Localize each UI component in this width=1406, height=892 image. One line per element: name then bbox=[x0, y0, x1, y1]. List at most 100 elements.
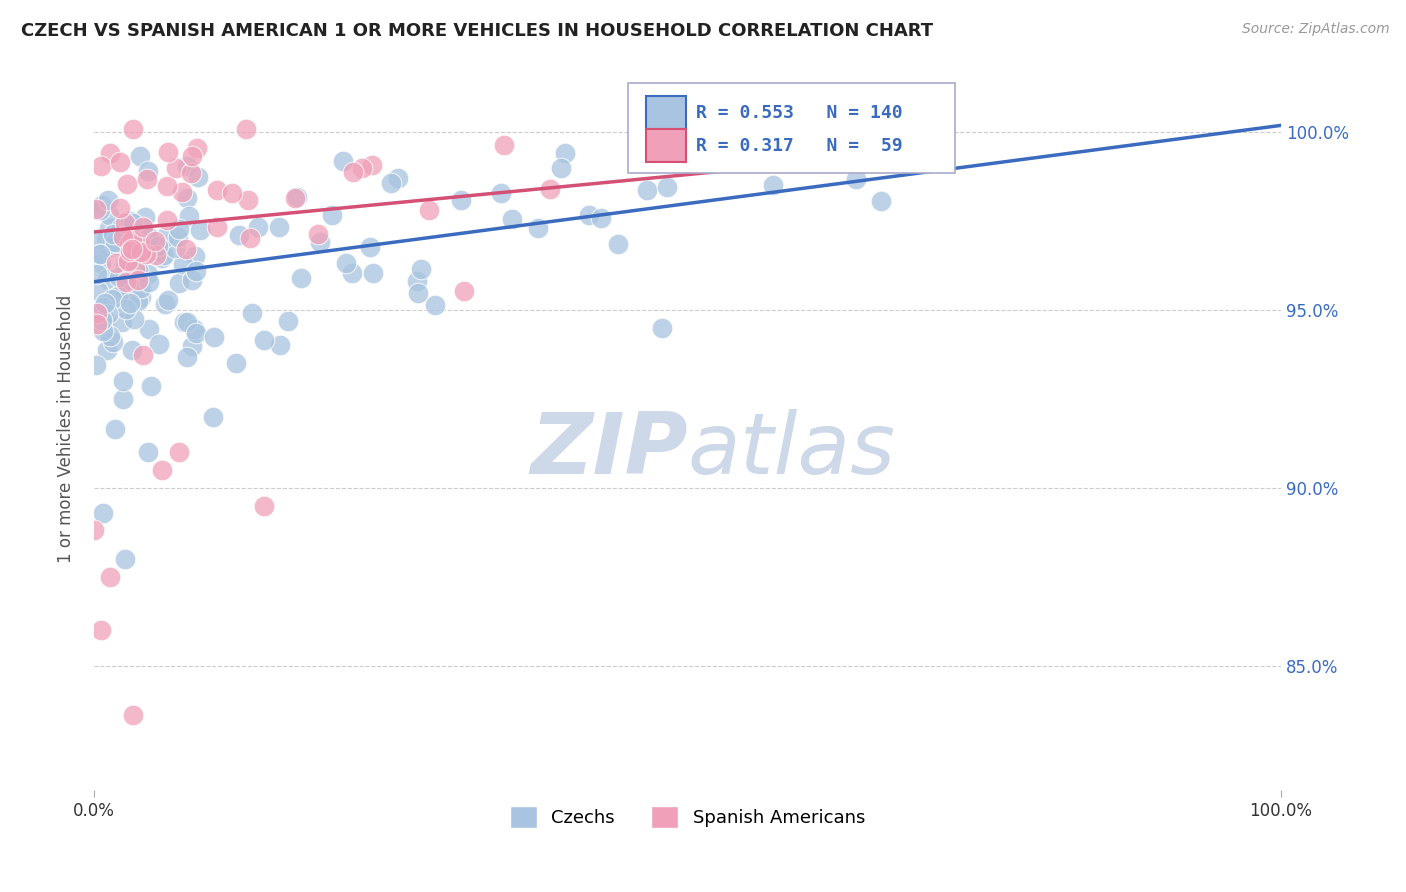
Point bbox=[184, 326, 207, 341]
Point bbox=[157, 145, 180, 159]
Point bbox=[450, 193, 472, 207]
Point bbox=[156, 178, 179, 193]
Point bbox=[172, 257, 194, 271]
Point bbox=[86, 306, 108, 320]
Point bbox=[167, 445, 190, 459]
Point bbox=[167, 230, 190, 244]
Point bbox=[120, 244, 142, 258]
Point bbox=[135, 247, 157, 261]
Point bbox=[174, 242, 197, 256]
Point bbox=[186, 140, 208, 154]
Point bbox=[167, 221, 190, 235]
Point bbox=[97, 307, 120, 321]
Point bbox=[550, 161, 572, 175]
Point bbox=[108, 201, 131, 215]
Point bbox=[321, 208, 343, 222]
Point bbox=[205, 183, 228, 197]
Point bbox=[235, 122, 257, 136]
Point bbox=[104, 235, 127, 249]
Point bbox=[406, 286, 429, 301]
Point bbox=[139, 379, 162, 393]
Point bbox=[91, 324, 114, 338]
Point bbox=[112, 374, 135, 388]
Point bbox=[156, 213, 179, 227]
Point bbox=[98, 329, 121, 343]
Point bbox=[127, 293, 149, 308]
Point bbox=[87, 303, 110, 318]
Point bbox=[202, 330, 225, 344]
Point bbox=[153, 297, 176, 311]
Point bbox=[115, 275, 138, 289]
Point bbox=[118, 249, 141, 263]
Point bbox=[148, 336, 170, 351]
Point bbox=[387, 171, 409, 186]
Point bbox=[129, 244, 152, 259]
Point bbox=[122, 311, 145, 326]
Point bbox=[332, 154, 354, 169]
Point bbox=[253, 333, 276, 347]
Point bbox=[406, 275, 429, 289]
Point bbox=[163, 241, 186, 255]
Point bbox=[91, 300, 114, 314]
Point bbox=[121, 343, 143, 358]
Point bbox=[184, 249, 207, 263]
Point bbox=[359, 240, 381, 254]
Point bbox=[180, 273, 202, 287]
Point bbox=[96, 232, 118, 246]
FancyBboxPatch shape bbox=[645, 96, 686, 129]
Point bbox=[554, 146, 576, 161]
Point bbox=[143, 235, 166, 249]
Point bbox=[121, 233, 143, 247]
Point bbox=[136, 267, 159, 281]
Point bbox=[307, 227, 329, 241]
Point bbox=[138, 229, 160, 244]
Point bbox=[173, 315, 195, 329]
Point bbox=[228, 227, 250, 242]
Point bbox=[309, 235, 332, 250]
Point bbox=[335, 256, 357, 270]
Point bbox=[578, 208, 600, 222]
Point bbox=[165, 161, 187, 175]
Point bbox=[114, 301, 136, 316]
Point bbox=[90, 313, 112, 327]
Point bbox=[132, 348, 155, 362]
Point bbox=[104, 422, 127, 436]
Point bbox=[101, 227, 124, 241]
Point bbox=[153, 248, 176, 262]
Point bbox=[83, 524, 105, 538]
Point bbox=[118, 214, 141, 228]
Point bbox=[153, 231, 176, 245]
Point bbox=[121, 242, 143, 256]
Point bbox=[136, 229, 159, 244]
Text: R = 0.553   N = 140: R = 0.553 N = 140 bbox=[696, 103, 903, 121]
Point bbox=[112, 281, 135, 295]
Point bbox=[131, 219, 153, 234]
Point bbox=[202, 409, 225, 424]
Point bbox=[176, 159, 198, 173]
Point bbox=[114, 269, 136, 284]
Point bbox=[134, 211, 156, 225]
Point bbox=[110, 221, 132, 235]
Point bbox=[138, 164, 160, 178]
Point bbox=[91, 506, 114, 520]
Point bbox=[225, 356, 247, 370]
Point bbox=[869, 194, 891, 209]
Point bbox=[84, 308, 107, 322]
Point bbox=[138, 322, 160, 336]
Point bbox=[269, 338, 291, 352]
Point bbox=[97, 193, 120, 207]
Point bbox=[150, 251, 173, 265]
Point bbox=[93, 296, 115, 310]
Text: CZECH VS SPANISH AMERICAN 1 OR MORE VEHICLES IN HOUSEHOLD CORRELATION CHART: CZECH VS SPANISH AMERICAN 1 OR MORE VEHI… bbox=[21, 22, 934, 40]
Point bbox=[183, 322, 205, 336]
Point bbox=[762, 178, 785, 193]
Point bbox=[253, 499, 276, 513]
Y-axis label: 1 or more Vehicles in Household: 1 or more Vehicles in Household bbox=[58, 295, 75, 564]
Point bbox=[101, 335, 124, 350]
Point bbox=[100, 235, 122, 249]
Point bbox=[527, 221, 550, 235]
Point bbox=[89, 246, 111, 260]
Point bbox=[86, 202, 108, 216]
Point bbox=[489, 186, 512, 200]
Point bbox=[127, 273, 149, 287]
